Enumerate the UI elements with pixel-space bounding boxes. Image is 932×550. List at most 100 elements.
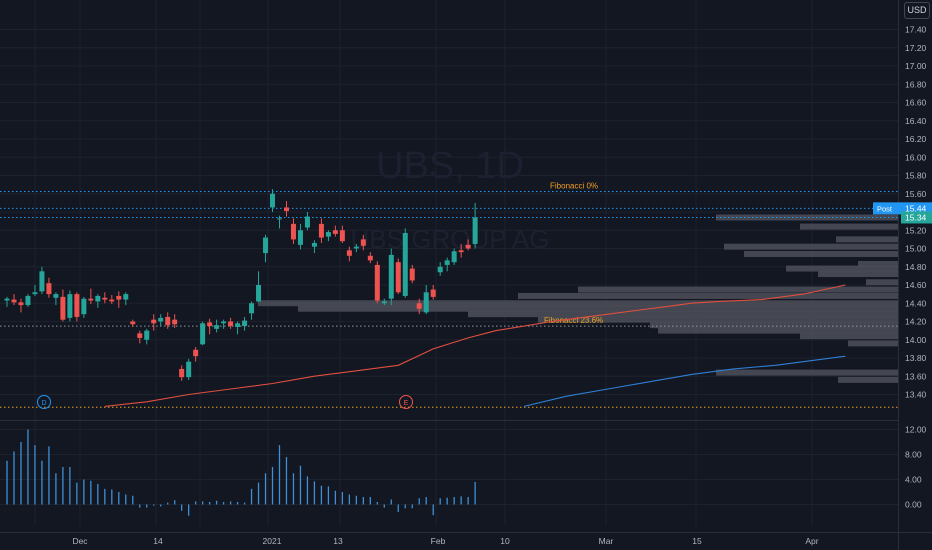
fibonacci-label: Fibonacci 23.6% bbox=[544, 316, 603, 325]
price-tick-label: 13.80 bbox=[905, 353, 927, 363]
volume-profile-bar bbox=[858, 261, 898, 268]
time-tick-label: 14 bbox=[153, 536, 163, 546]
candle-body bbox=[123, 294, 129, 300]
price-tick-label: 17.00 bbox=[905, 61, 927, 71]
candle-body bbox=[67, 294, 73, 318]
time-tick-label: 2021 bbox=[263, 536, 282, 546]
candle-body bbox=[186, 361, 192, 378]
price-tick-label: 17.20 bbox=[905, 43, 927, 53]
volume-tick-label: 12.00 bbox=[905, 425, 927, 435]
moving-average-slow bbox=[523, 355, 846, 407]
price-tick-label: 16.60 bbox=[905, 98, 927, 108]
candle-body bbox=[409, 268, 415, 281]
candle-body bbox=[53, 294, 59, 298]
candle-body bbox=[367, 255, 373, 261]
candle-body bbox=[381, 301, 387, 304]
event-label: D bbox=[41, 400, 46, 407]
volume-profile-bar bbox=[800, 223, 898, 230]
candle-body bbox=[395, 262, 401, 293]
post-price-value: 15.44 bbox=[905, 203, 927, 213]
candle-body bbox=[172, 319, 178, 325]
price-tick-label: 16.40 bbox=[905, 116, 927, 126]
candle-body bbox=[437, 266, 443, 273]
candle-body bbox=[332, 230, 338, 234]
candle-body bbox=[179, 368, 185, 378]
event-marker bbox=[399, 395, 413, 409]
post-price-tag bbox=[901, 202, 932, 215]
candle-body bbox=[276, 218, 282, 220]
candle-body bbox=[4, 298, 10, 301]
time-tick-label: 15 bbox=[692, 536, 702, 546]
time-tick-label: 13 bbox=[333, 536, 343, 546]
candle-body bbox=[242, 320, 248, 327]
price-tick-label: 14.60 bbox=[905, 280, 927, 290]
candle-body bbox=[402, 232, 408, 296]
volume-tick-label: 0.00 bbox=[905, 500, 922, 510]
volume-profile-bar bbox=[650, 322, 898, 329]
candle-body bbox=[311, 243, 317, 247]
candle-body bbox=[325, 232, 331, 237]
volume-tick-label: 8.00 bbox=[905, 450, 922, 460]
candle-body bbox=[297, 230, 303, 245]
volume-profile-bar bbox=[836, 236, 898, 243]
candle-body bbox=[144, 330, 150, 340]
last-price-tag bbox=[901, 211, 932, 224]
price-tick-label: 14.20 bbox=[905, 317, 927, 327]
candle-body bbox=[388, 254, 394, 299]
candle-body bbox=[416, 303, 422, 309]
post-label: Post bbox=[877, 204, 893, 213]
price-tick-label: 13.60 bbox=[905, 371, 927, 381]
candle-body bbox=[353, 246, 359, 249]
candle-body bbox=[472, 217, 478, 244]
candle-body bbox=[95, 295, 101, 302]
volume-profile-bar bbox=[578, 286, 898, 293]
price-tick-label: 16.80 bbox=[905, 79, 927, 89]
time-tick-label: 10 bbox=[500, 536, 510, 546]
volume-profile-bar bbox=[818, 271, 898, 278]
candle-body bbox=[81, 298, 87, 315]
candle-body bbox=[221, 321, 227, 324]
volume-profile-bar bbox=[538, 316, 898, 323]
candle-body bbox=[346, 250, 352, 256]
candle-body bbox=[290, 223, 296, 240]
price-tick-label: 14.40 bbox=[905, 298, 927, 308]
last-price-value: 15.34 bbox=[905, 212, 927, 222]
candle-body bbox=[151, 319, 157, 324]
candle-body bbox=[249, 303, 255, 314]
event-label: E bbox=[404, 400, 409, 407]
candle-body bbox=[214, 325, 220, 329]
candle-body bbox=[193, 349, 199, 357]
fibonacci-label: Fibonacci 0% bbox=[550, 181, 598, 190]
volume-tick-label: 4.00 bbox=[905, 475, 922, 485]
candle-body bbox=[130, 321, 136, 325]
candle-body bbox=[11, 299, 17, 303]
time-tick-label: Mar bbox=[599, 536, 614, 546]
currency-label[interactable]: USD bbox=[904, 2, 930, 19]
candle-body bbox=[60, 296, 66, 320]
price-tick-label: 16.00 bbox=[905, 152, 927, 162]
candle-body bbox=[465, 244, 471, 249]
price-tick-label: 14.00 bbox=[905, 335, 927, 345]
volume-profile-bar bbox=[838, 376, 898, 383]
volume-profile-bar bbox=[298, 305, 898, 312]
volume-profile-bar bbox=[786, 265, 898, 272]
watermark-symbol: UBS, 1D bbox=[376, 145, 524, 187]
candle-body bbox=[283, 207, 289, 212]
candle-body bbox=[339, 230, 345, 242]
candle-body bbox=[207, 322, 213, 327]
volume-profile-bar bbox=[716, 369, 898, 376]
volume-profile-bar bbox=[258, 300, 898, 307]
candle-body bbox=[88, 298, 94, 301]
volume-profile-bar bbox=[468, 311, 898, 318]
volume-profile-bar bbox=[518, 292, 898, 299]
candle-body bbox=[200, 323, 206, 345]
candle-body bbox=[46, 283, 52, 295]
event-marker bbox=[37, 395, 51, 409]
candle-body bbox=[165, 316, 171, 326]
candle-body bbox=[137, 333, 143, 338]
candle-body bbox=[458, 250, 464, 253]
volume-profile-bar bbox=[658, 327, 898, 334]
candle-body bbox=[430, 289, 436, 297]
price-tick-label: 14.80 bbox=[905, 262, 927, 272]
